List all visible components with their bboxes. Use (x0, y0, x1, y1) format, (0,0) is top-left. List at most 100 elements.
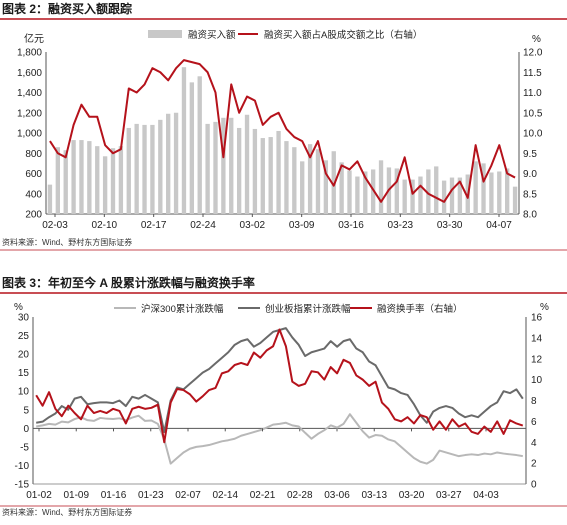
figure1-x-tick-label: 03-09 (289, 220, 315, 231)
figure1-bar (402, 179, 407, 214)
figure1-x-tick-label: 02-24 (190, 220, 216, 231)
figure2-right-unit: % (540, 302, 549, 313)
figure2-left-unit: % (14, 302, 23, 313)
figure1-bar (126, 127, 131, 214)
figure1-left-tick-label: 1,400 (17, 88, 42, 99)
figure2-x-tick-label: 01-02 (26, 490, 52, 501)
figure1-legend-bar-swatch (148, 30, 182, 38)
figure1-x-tick-label: 02-03 (42, 220, 68, 231)
figure2-hs300-line (36, 413, 523, 465)
figure1-x-tick-label: 02-17 (141, 220, 167, 231)
figure1-bar (244, 114, 250, 214)
figure1-bar (315, 149, 321, 214)
figure2-plot: -15 -10 -5 0 5 10 15 20 25 30 0 2 4 6 8 10 12 14 16 01-02 01… (15, 313, 543, 502)
figure1-bar (370, 169, 376, 214)
figure1-bar (394, 168, 399, 214)
figure2-x-tick-label: 03-06 (324, 490, 350, 501)
figure1-bar (102, 156, 108, 214)
figure1-bar (236, 127, 242, 214)
figure1-bar (47, 184, 53, 214)
figure1-bar (505, 168, 510, 214)
figure1-bar (473, 161, 478, 214)
figure1-bar (347, 170, 352, 214)
figure1-right-tick-label: 11.0 (523, 88, 542, 99)
figure2-x-tick-label: 02-21 (250, 490, 276, 501)
figure1-bar (95, 146, 100, 214)
figure1-bar (410, 179, 415, 214)
figure2-left-tick-label: -10 (15, 461, 30, 472)
figure1-bar (426, 169, 431, 214)
figure1-bar (284, 141, 289, 214)
figure1-bar (268, 137, 273, 214)
figure1-right-tick-label: 12.0 (523, 48, 543, 59)
figure2-source: 资料来源：Wind、野村东方国际证券 (2, 507, 132, 517)
figure1-ratio-line (49, 59, 516, 203)
figure2-right-tick-label: 4 (531, 438, 537, 449)
figure1-bar (441, 180, 447, 214)
figure1-bar (331, 151, 336, 214)
figure1-title: 图表 2：融资买入额跟踪 (2, 1, 132, 16)
figure1-bar (481, 163, 486, 214)
figure1-bar (63, 150, 68, 214)
figure2-left-tick-label: 0 (23, 424, 29, 435)
figure1-bar (378, 160, 384, 214)
figure2-right-tick-label: 0 (531, 480, 537, 491)
figure1-right-tick-label: 10.0 (523, 129, 543, 140)
figure1-bar (512, 186, 518, 214)
figure2-turnover-line (35, 328, 524, 444)
figure1-bar (300, 161, 305, 214)
figure1-bar (260, 138, 265, 214)
figure1-bar (189, 82, 195, 214)
figure2-x-tick-label: 03-20 (399, 490, 425, 501)
figure1-left-tick-label: 1,600 (17, 68, 42, 79)
figure2-right-tick-label: 2 (531, 459, 537, 470)
figure1-bar (221, 117, 226, 214)
figure1-left-tick-label: 400 (25, 189, 42, 200)
figure1-bar (363, 171, 368, 214)
figure1-bar (55, 147, 60, 214)
figure2-right-tick-label: 14 (531, 333, 543, 344)
figure1-left-tick-label: 800 (25, 149, 42, 160)
figure1-bar (497, 171, 502, 214)
figure1-right-tick-label: 11.5 (523, 68, 542, 79)
figure1-bar (173, 112, 179, 214)
figure2-right-tick-label: 16 (531, 313, 543, 324)
figure1-bar (339, 162, 344, 214)
figure1-plot: 200 400 600 800 1,000 1,200 1,400 1,600 1,800 8.0… (17, 48, 543, 232)
figure2-legend-hs300-label: 沪深300累计涨跌幅 (141, 303, 224, 315)
figure2-left-tick-label: 30 (18, 313, 30, 324)
figure1-left-tick-label: 1,800 (17, 48, 42, 59)
figure2-right-tick-label: 12 (531, 354, 543, 365)
figure1-legend: 融资买入额 融资买入额占A股成交额之比（右轴） (148, 29, 422, 41)
figure2-right-tick-label: 6 (531, 417, 537, 428)
figure1-right-unit: % (532, 34, 541, 45)
figure2-left-tick-label: -5 (20, 442, 29, 453)
figure2-right-tick-label: 8 (531, 396, 537, 407)
figure1-bar (213, 121, 218, 214)
figure1-right-tick-label: 9.0 (523, 169, 537, 180)
figure1-bar (434, 166, 439, 214)
figure2-left-tick-label: -15 (15, 480, 30, 491)
figure1-bar (292, 147, 297, 214)
figure1-bar (166, 113, 171, 214)
figure2-left-tick-label: 20 (18, 350, 30, 361)
figure1-bar (489, 172, 494, 214)
figure1-bar (449, 177, 455, 214)
figure1-bar (252, 128, 258, 214)
figure1-bar (276, 130, 281, 214)
figure2-left-tick-label: 5 (23, 405, 29, 416)
figure2-x-tick-label: 02-14 (212, 490, 238, 501)
figure1-x-tick-label: 03-23 (388, 220, 414, 231)
figure2-x-tick-label: 01-23 (138, 490, 164, 501)
figure1-bar (158, 119, 163, 214)
figure1-x-tick-label: 02-10 (92, 220, 118, 231)
figure1-bar (229, 117, 234, 214)
figure1-x-tick-label: 04-07 (486, 220, 512, 231)
figure2-x-tick-label: 03-13 (361, 490, 387, 501)
figure1-source: 资料来源：Wind、野村东方国际证券 (2, 237, 132, 247)
figure1-bar (118, 146, 124, 214)
figure1-bar (79, 140, 84, 214)
figure1-left-tick-label: 200 (25, 210, 42, 221)
figure1-bar (418, 176, 423, 214)
